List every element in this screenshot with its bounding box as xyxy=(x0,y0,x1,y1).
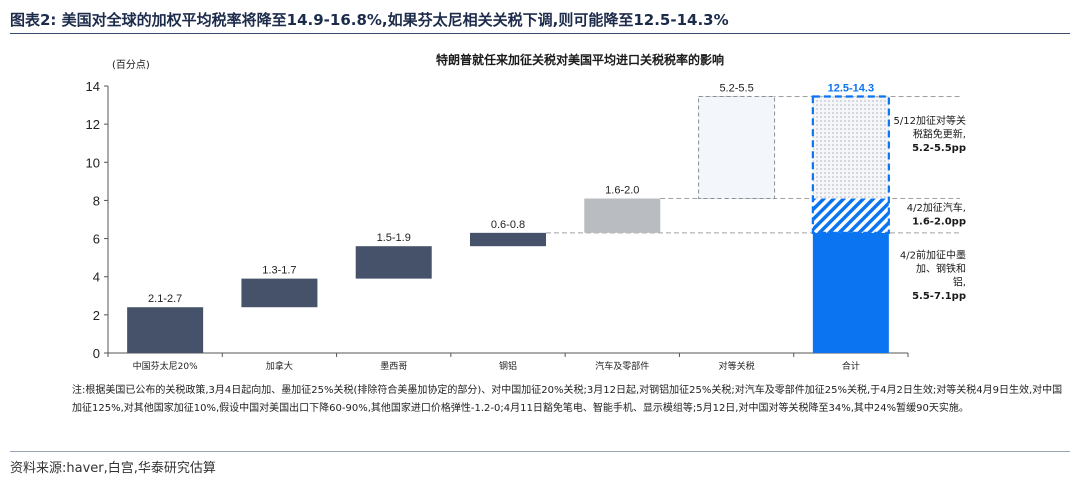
annotation-text: 税豁免更新, xyxy=(913,128,966,141)
footer-divider xyxy=(10,451,1070,452)
x-tick-label: 汽车及零部件 xyxy=(595,360,649,372)
waterfall-bar xyxy=(241,278,318,308)
annotation-text: 5.2-5.5pp xyxy=(912,143,966,154)
chart-title: 特朗普就任来加征关税对美国平均进口关税税率的影响 xyxy=(436,52,724,67)
header-divider xyxy=(10,33,1070,34)
source-footer: 资料来源:haver,白宫,华泰研究估算 xyxy=(10,461,216,476)
bar-value-label: 1.6-2.0 xyxy=(605,185,639,197)
y-tick-label: 14 xyxy=(86,79,100,94)
y-tick-label: 4 xyxy=(93,270,100,285)
figure-title: 图表2: 美国对全球的加权平均税率将降至14.9-16.8%,如果芬太尼相关关税… xyxy=(10,11,729,29)
total-bar-segment xyxy=(812,232,889,353)
annotation-text: 铝, xyxy=(953,277,966,289)
waterfall-bar xyxy=(584,198,661,233)
total-bar-segment xyxy=(812,96,889,199)
y-axis-label: (百分点) xyxy=(112,59,150,71)
waterfall-bar xyxy=(698,95,776,200)
total-bar-segment xyxy=(812,198,889,233)
annotation-text: 4/2前加征中墨 xyxy=(900,249,966,262)
x-tick-label: 中国芬太尼20% xyxy=(133,360,198,372)
chart-note: 注:根据美国已公布的关税政策,3月4日起向加、墨加征25%关税(排除符合美墨加协… xyxy=(72,385,1063,414)
annotation-text: 4/2加征汽车, xyxy=(907,201,966,214)
waterfall-bar xyxy=(355,246,432,279)
y-tick-label: 6 xyxy=(93,232,100,247)
y-tick-label: 10 xyxy=(86,155,100,170)
annotation-text: 5.5-7.1pp xyxy=(912,291,966,302)
waterfall-chart: 特朗普就任来加征关税对美国平均进口关税税率的影响 (百分点) 0 2 4 6 8 10 12 14… xyxy=(86,52,966,372)
x-tick-label: 钢铝 xyxy=(499,360,517,372)
x-tick-label: 墨西哥 xyxy=(380,361,407,372)
x-tick-label: 对等关税 xyxy=(719,360,755,372)
y-tick-label: 2 xyxy=(93,308,100,323)
x-tick-label: 加拿大 xyxy=(266,360,293,372)
bar-value-label: 5.2-5.5 xyxy=(719,82,753,94)
y-tick-label: 12 xyxy=(86,117,100,132)
y-tick-label: 0 xyxy=(93,346,100,361)
annotation-text: 5/12加征对等关 xyxy=(894,114,966,127)
annotation-text: 1.6-2.0pp xyxy=(912,217,966,228)
total-value-label: 12.5-14.3 xyxy=(828,82,874,94)
waterfall-bar xyxy=(127,307,204,353)
annotation-text: 加、钢铁和 xyxy=(916,262,966,275)
bar-value-label: 2.1-2.7 xyxy=(148,293,182,305)
total-bar-outline xyxy=(811,95,890,234)
bar-value-label: 1.5-1.9 xyxy=(377,232,411,244)
y-tick-label: 8 xyxy=(93,193,100,208)
bar-value-label: 0.6-0.8 xyxy=(491,219,525,231)
waterfall-bar xyxy=(470,232,546,247)
bar-value-label: 1.3-1.7 xyxy=(262,265,296,277)
x-tick-label: 合计 xyxy=(842,360,860,372)
